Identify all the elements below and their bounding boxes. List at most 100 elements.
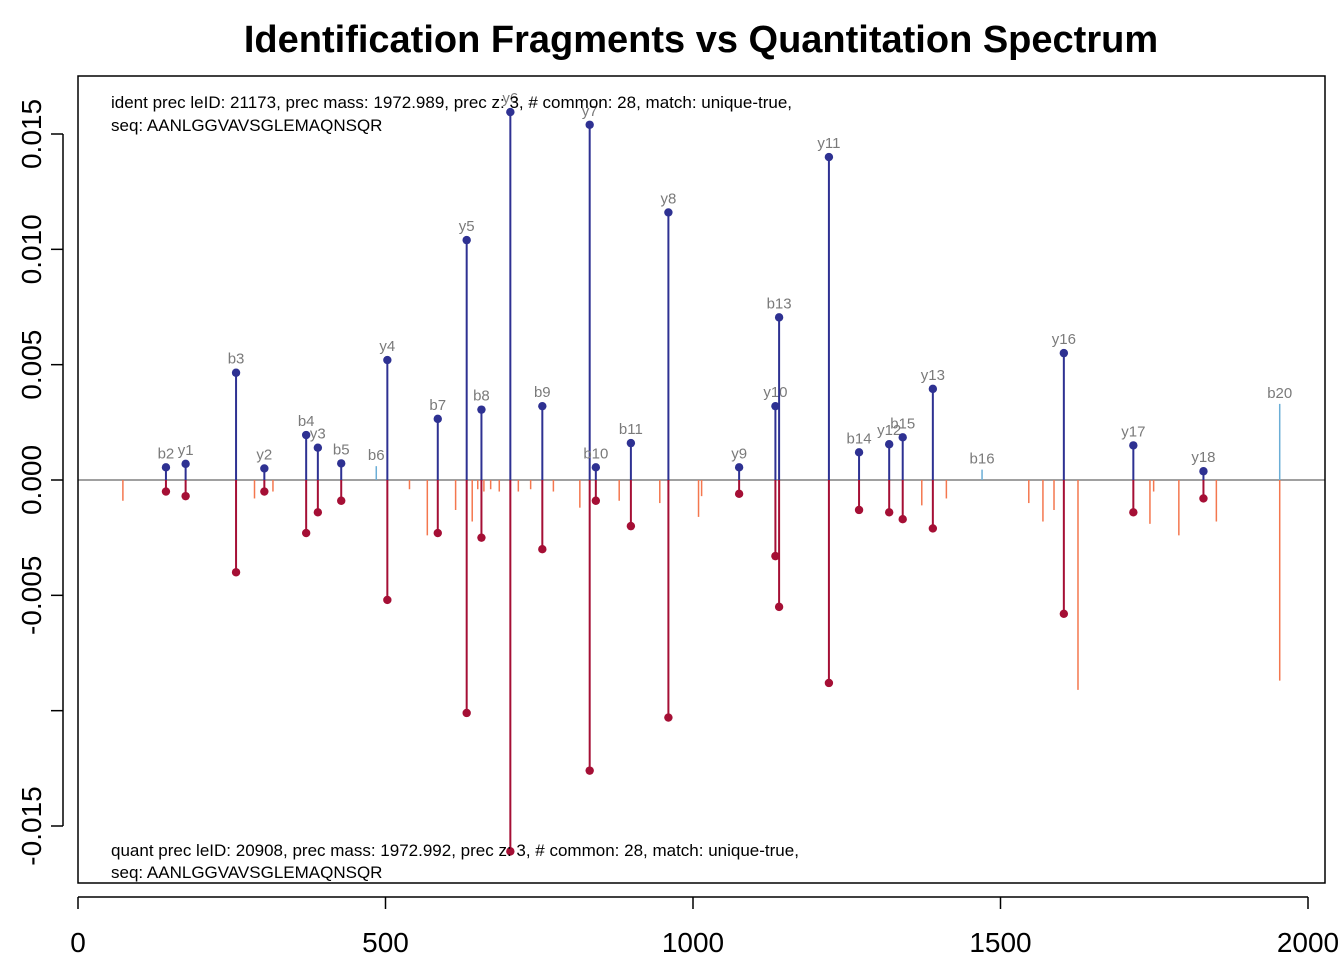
x-tick-label: 0: [70, 927, 86, 958]
ident-point: [260, 464, 269, 473]
peak-label: y9: [731, 445, 747, 462]
peak-label: b20: [1267, 385, 1292, 402]
ident-point: [585, 120, 594, 129]
peak-label: b6: [368, 447, 385, 464]
peak-label: y6: [502, 90, 518, 107]
quant-point: [260, 487, 269, 496]
peak-label: y3: [310, 426, 326, 443]
plot-frame: [77, 75, 1326, 884]
peak-label: y5: [459, 218, 475, 235]
ident-point: [231, 368, 241, 377]
ident-point: [161, 463, 171, 472]
quant-point: [1199, 494, 1208, 503]
quant-annotation-line-1: quant prec leID: 20908, prec mass: 1972.…: [111, 841, 799, 860]
x-tick-label: 500: [362, 927, 409, 958]
peak-label: y4: [379, 338, 395, 355]
peak-label: b7: [429, 397, 446, 414]
ident-point: [734, 463, 744, 472]
ident-point: [383, 355, 392, 365]
peak-label: b15: [890, 415, 915, 432]
quant-point: [774, 602, 784, 612]
quant-point: [928, 524, 938, 533]
quant-point: [462, 708, 471, 718]
ident-point: [1129, 441, 1138, 450]
x-tick-label: 2000: [1277, 927, 1339, 958]
peak-label: y2: [256, 446, 272, 463]
ident-point: [884, 440, 894, 449]
quant-point: [506, 847, 515, 856]
quant-point: [854, 505, 864, 515]
quant-point: [181, 491, 190, 501]
quant-point: [313, 508, 323, 517]
ident-point: [538, 401, 547, 411]
peak-label: y13: [921, 367, 945, 384]
ident-point: [854, 448, 864, 457]
y-axis: 0.015 0.010 0.005 0.000 -0.005 -0.015: [16, 99, 64, 866]
quant-point: [898, 515, 907, 524]
chart-title: Identification Fragments vs Quantitation…: [244, 19, 1158, 61]
ident-point: [1059, 348, 1069, 358]
peak-label: b8: [473, 388, 490, 405]
peak-label: b13: [767, 295, 792, 312]
ident-point: [771, 401, 780, 411]
peak-label: b14: [847, 430, 872, 447]
ident-annotation-line-1: ident prec leID: 21173, prec mass: 1972.…: [111, 93, 792, 112]
ident-point: [824, 152, 834, 162]
quant-point: [337, 496, 346, 505]
peak-label: y16: [1052, 331, 1076, 348]
x-tick-label: 1000: [662, 927, 724, 958]
ident-annotation-line-2: seq: AANLGGVAVSGLEMAQNSQR: [111, 116, 382, 135]
quant-point: [771, 551, 780, 561]
x-tick-label: 1500: [969, 927, 1031, 958]
quant-point: [884, 508, 894, 517]
peak-label: y7: [582, 103, 598, 120]
ident-point: [301, 430, 311, 440]
quant-point: [161, 487, 171, 496]
peak-label: y12: [877, 422, 901, 439]
peak-label: b10: [583, 445, 608, 462]
quant-point: [824, 678, 834, 688]
y-tick-label: 0.005: [16, 330, 47, 400]
ident-point: [313, 443, 323, 452]
quant-point: [433, 528, 442, 538]
quant-point: [383, 595, 392, 605]
y-tick-label: 0.015: [16, 99, 47, 169]
peak-label: y8: [660, 190, 676, 207]
ident-point: [181, 459, 190, 469]
quant-point: [585, 766, 594, 775]
ident-point: [774, 313, 784, 322]
quant-point: [734, 489, 744, 499]
peak-label: b16: [970, 451, 995, 468]
quant-point: [477, 533, 486, 542]
ident-point: [898, 433, 907, 442]
x-axis: 0 500 1000 1500 2000: [70, 896, 1339, 958]
y-tick-label: -0.015: [16, 786, 47, 865]
peak-label: y11: [817, 135, 840, 152]
ident-point: [337, 459, 346, 468]
y-tick-label: -0.005: [16, 556, 47, 635]
peak-label: y10: [763, 384, 787, 401]
peak-label: b11: [619, 421, 643, 438]
ident-point: [928, 384, 938, 394]
ident-point: [626, 438, 636, 448]
ident-point: [433, 414, 442, 424]
peak-label: b4: [298, 413, 315, 430]
quant-point: [626, 521, 636, 531]
quant-point: [231, 568, 241, 577]
ident-point: [591, 463, 601, 472]
quant-point: [538, 545, 547, 554]
quant-point: [1129, 508, 1138, 517]
peak-label: y1: [178, 442, 194, 459]
ident-point: [1199, 467, 1208, 476]
ident-point: [462, 235, 471, 245]
ident-point: [477, 405, 486, 414]
peak-label: b2: [158, 445, 175, 462]
ident-point: [664, 208, 673, 217]
quant-point: [591, 496, 601, 505]
quant-point: [301, 528, 311, 538]
y-tick-label: 0.010: [16, 214, 47, 284]
peak-label: b3: [228, 351, 245, 368]
ident-point: [506, 107, 515, 117]
